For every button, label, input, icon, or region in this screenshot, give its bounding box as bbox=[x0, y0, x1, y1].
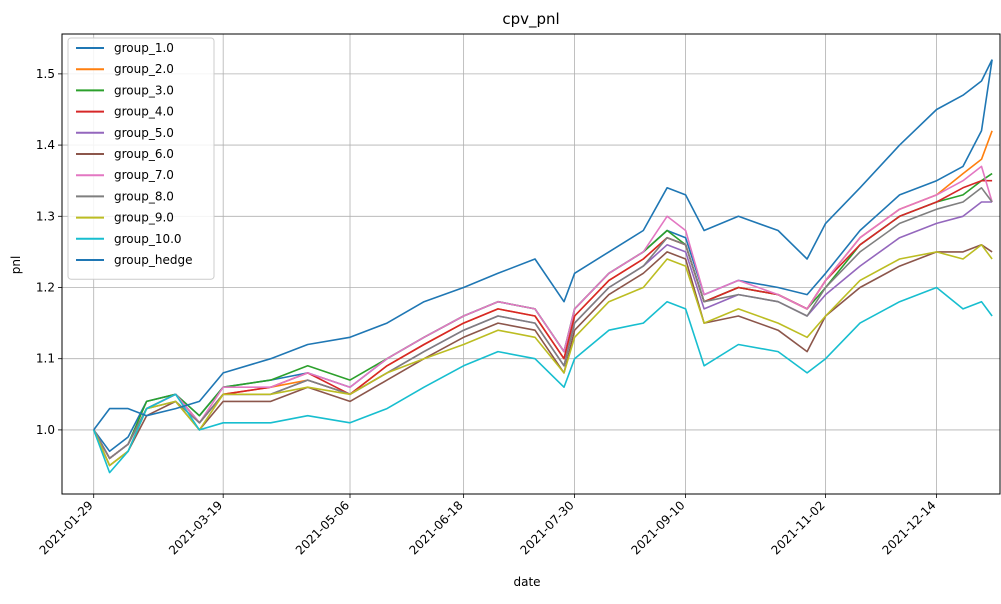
series-layer bbox=[92, 59, 993, 474]
y-tick-label: 1.2 bbox=[36, 280, 55, 294]
x-tick-label: 2021-06-18 bbox=[407, 498, 466, 557]
x-axis-label: date bbox=[513, 575, 540, 589]
y-tick-label: 1.3 bbox=[36, 209, 55, 223]
series-line-group-8-0 bbox=[93, 187, 993, 460]
x-tick-label: 2021-07-30 bbox=[517, 498, 576, 557]
plot-frame bbox=[61, 33, 1001, 495]
x-tick-label: 2021-03-19 bbox=[166, 498, 225, 557]
series-line-group-7-0 bbox=[93, 165, 993, 460]
x-tick-label: 2021-11-02 bbox=[769, 498, 828, 557]
y-tick-label: 1.0 bbox=[36, 423, 55, 437]
legend-label: group_5.0 bbox=[114, 126, 174, 140]
series-line-group-9-0 bbox=[92, 244, 993, 467]
legend-label: group_7.0 bbox=[114, 168, 174, 182]
grid-layer bbox=[62, 34, 1000, 494]
series-line-group-6-0 bbox=[92, 244, 993, 467]
legend-label: group_10.0 bbox=[114, 232, 182, 246]
legend-label: group_9.0 bbox=[114, 211, 174, 225]
x-tick-label: 2021-12-14 bbox=[879, 498, 938, 557]
y-tick-label: 1.1 bbox=[36, 352, 55, 366]
legend-label: group_6.0 bbox=[114, 147, 174, 161]
legend-label: group_2.0 bbox=[114, 62, 174, 76]
y-axis-label: pnl bbox=[9, 256, 23, 275]
chart-title: cpv_pnl bbox=[502, 10, 559, 29]
y-tick-label: 1.5 bbox=[36, 67, 55, 81]
legend-frame bbox=[67, 37, 215, 280]
legend: group_1.0 group_2.0 group_3.0 group_4.0grou… bbox=[67, 37, 215, 280]
x-tick-label: 2021-01-29 bbox=[37, 498, 96, 557]
x-tick-label: 2021-05-06 bbox=[293, 498, 352, 557]
series-line-group-2-0 bbox=[93, 130, 993, 460]
legend-label: group_3.0 bbox=[114, 83, 174, 97]
series-line-group-hedge bbox=[93, 59, 993, 431]
legend-label: group_8.0 bbox=[114, 189, 174, 203]
y-tick-label: 1.4 bbox=[36, 138, 55, 152]
legend-label: group_4.0 bbox=[114, 105, 174, 119]
series-line-group-10-0 bbox=[92, 286, 993, 474]
legend-label: group_1.0 bbox=[114, 41, 174, 55]
x-tick-label: 2021-09-10 bbox=[628, 498, 687, 557]
legend-label: group_hedge bbox=[114, 253, 192, 267]
